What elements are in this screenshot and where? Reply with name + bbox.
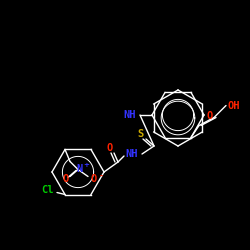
Text: Cl: Cl [41,184,53,194]
Text: NH: NH [126,149,138,159]
Text: S: S [137,129,143,139]
Text: O: O [63,174,69,184]
Text: O: O [91,174,97,184]
Text: OH: OH [228,100,240,110]
Text: -: - [100,172,102,181]
Text: +: + [83,162,89,168]
Text: O: O [107,143,113,153]
Text: NH: NH [124,110,136,120]
Text: N: N [77,164,83,174]
Text: O: O [207,110,213,120]
